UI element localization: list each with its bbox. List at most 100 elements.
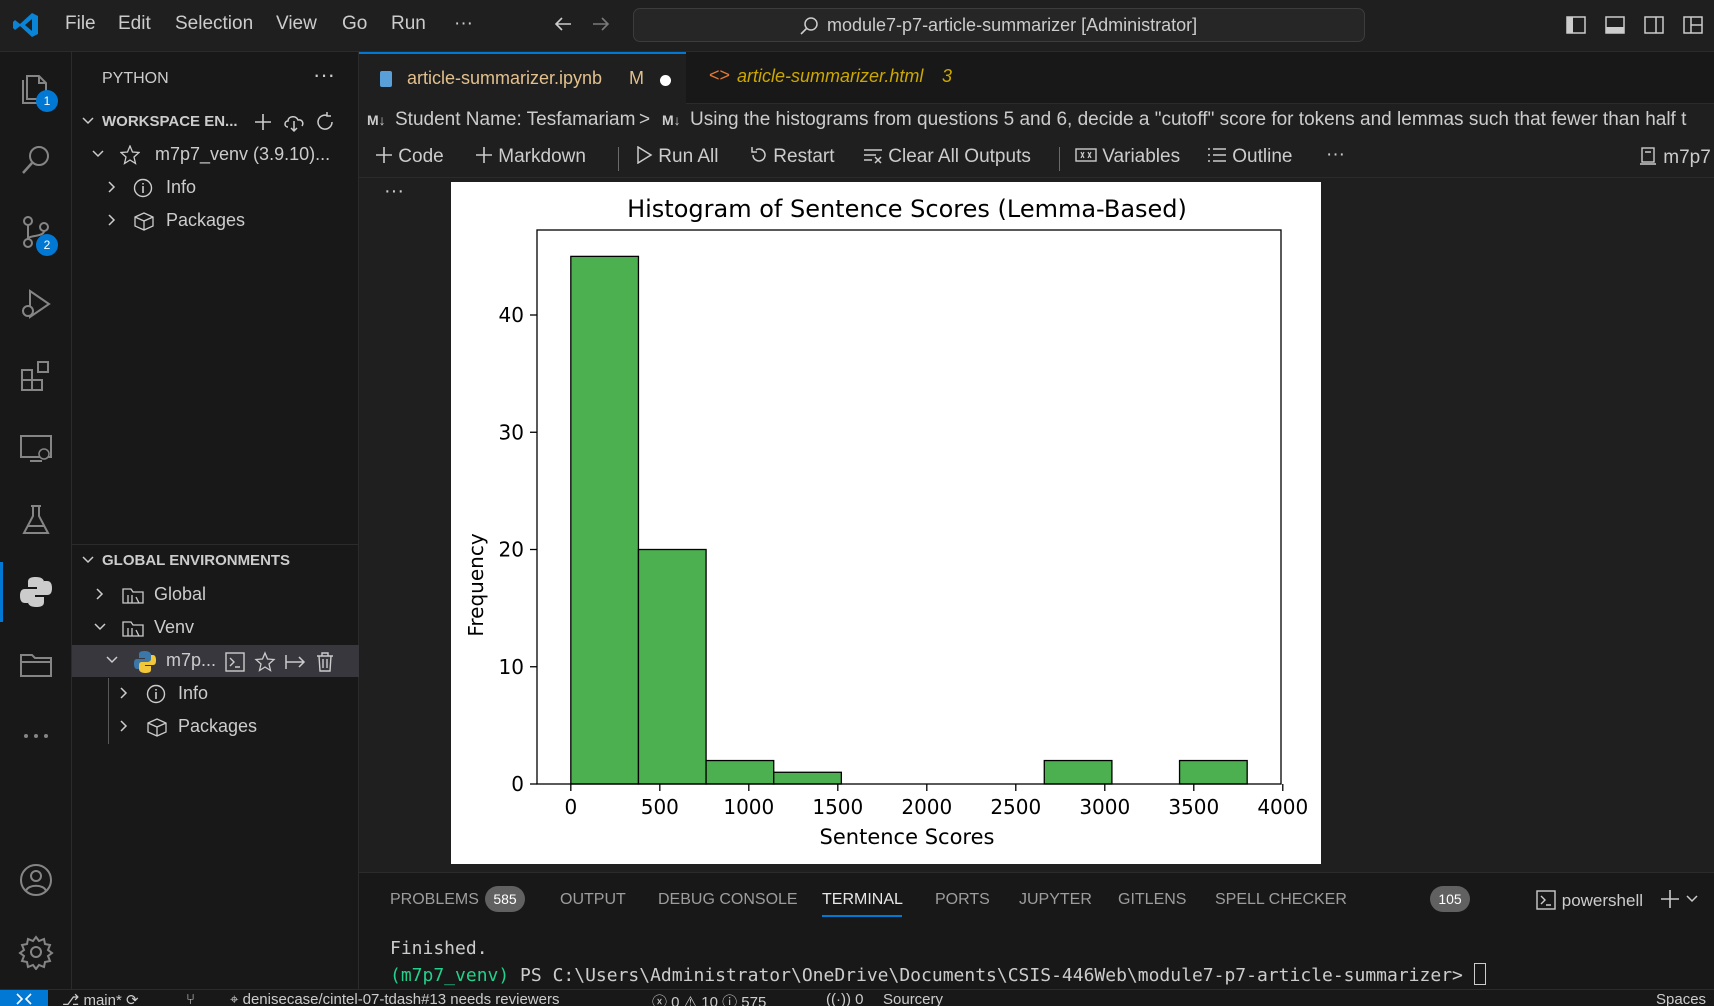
workspace-environments-header[interactable]: WORKSPACE EN... [72,106,359,138]
branch-indicator[interactable]: ⎇ main* ⟳ [62,991,139,1006]
run-all-button[interactable]: Run All [635,145,719,168]
git-compare-icon[interactable]: ⑂ [186,991,196,1006]
tab-html[interactable]: <> article-summarizer.html 3 [687,52,987,104]
panel-tab-gitlens[interactable]: GITLENS [1118,891,1187,908]
cell-output-more-icon[interactable]: ··· [384,180,404,202]
back-arrow-icon[interactable] [551,12,575,39]
breadcrumb-item-question[interactable]: Using the histograms from questions 5 an… [690,109,1687,130]
panel-tab-terminal[interactable]: TERMINAL [822,891,903,908]
explorer-icon[interactable]: 1 [0,52,72,124]
panel-tab-spell-checker[interactable]: SPELL CHECKER [1215,891,1347,908]
kernel-picker[interactable]: m7p7 [1638,146,1711,169]
accounts-icon[interactable] [0,844,72,916]
y-tick-label: 10 [499,655,524,679]
customize-layout-icon[interactable] [1682,14,1704,39]
refresh-icon[interactable] [314,111,336,133]
testing-flask-icon[interactable] [0,484,72,556]
global-environments-header[interactable]: GLOBAL ENVIRONMENTS [72,545,359,577]
add-code-button[interactable]: Code [375,146,444,168]
toggle-panel-icon[interactable] [1604,14,1626,39]
panel-tab-problems[interactable]: PROBLEMS [390,891,479,908]
add-icon[interactable] [252,111,274,133]
spell-checker-count-badge: 105 [1430,886,1470,912]
indentation-indicator[interactable]: Spaces [1656,991,1707,1006]
menu-edit[interactable]: Edit [118,13,151,34]
chevron-down-icon [92,150,104,158]
workspace-info-item[interactable]: Info [72,172,359,204]
histogram-bar [570,255,640,785]
library-icon [122,621,144,637]
panel-tab-jupyter[interactable]: JUPYTER [1019,891,1092,908]
tab-modified-marker: M [629,68,644,88]
run-icon [637,145,653,165]
outline-button[interactable]: Outline [1207,146,1292,168]
source-control-icon[interactable]: 2 [0,196,72,268]
restart-icon [751,147,766,162]
panel-tab-output[interactable]: OUTPUT [560,891,626,908]
workspace-packages-item[interactable]: Packages [72,205,359,237]
workspace-env-item[interactable]: m7p7_venv (3.9.10)... [72,139,359,171]
manage-gear-icon[interactable] [0,916,72,988]
menu-go[interactable]: Go [342,13,368,34]
remote-explorer-icon[interactable] [0,412,72,484]
ports-count: 0 [855,991,864,1006]
toggle-secondary-sidebar-icon[interactable] [1643,14,1665,39]
sidebar-more-icon[interactable]: ··· [313,62,335,87]
search-view-icon[interactable] [0,124,72,196]
terminal-prompt-line[interactable]: (m7p7_venv) PS C:\Users\Administrator\On… [390,963,1486,986]
venv-info-label: Info [178,683,209,703]
run-debug-icon[interactable] [0,268,72,340]
menu-file[interactable]: File [65,13,96,34]
command-center-search[interactable]: module7-p7-article-summarizer [Administr… [633,8,1365,42]
cloud-download-icon[interactable] [282,111,306,133]
new-terminal-plus-icon[interactable] [1659,888,1681,910]
menu-view[interactable]: View [276,13,317,34]
menu-more[interactable]: ··· [454,13,473,34]
panel-tab-ports[interactable]: PORTS [935,891,990,908]
toggle-sidebar-icon[interactable] [1565,14,1587,39]
unsaved-dot-icon[interactable] [660,75,671,86]
add-markdown-button[interactable]: Markdown [475,146,586,168]
x-tick-label: 3000 [1079,795,1130,819]
x-axis-label: Sentence Scores [820,825,995,849]
extensions-icon[interactable] [0,340,72,412]
terminal-shell-selector[interactable]: powershell [1535,889,1643,911]
menu-run[interactable]: Run [391,13,426,34]
terminal-icon[interactable] [224,651,246,673]
toolbar-more-icon[interactable]: ··· [1326,144,1345,165]
global-item[interactable]: Global [72,579,359,611]
histogram-bar [705,759,775,785]
search-icon [799,16,819,39]
project-manager-icon[interactable] [0,628,72,700]
chevron-down-icon[interactable] [1685,892,1699,906]
vscode-logo-icon [12,11,40,39]
clear-outputs-button[interactable]: Clear All Outputs [863,146,1031,168]
terminal-output-line: Finished. [390,938,488,959]
pull-request-indicator[interactable]: ⌖ denisecase/cintel-07-tdash#13 needs re… [230,991,560,1006]
tab-html-label: article-summarizer.html [737,66,924,86]
star-icon[interactable] [254,651,276,673]
breadcrumb-item-student[interactable]: Student Name: Tesfamariam [395,109,636,130]
restart-button[interactable]: Restart [750,146,835,168]
more-views-icon[interactable] [0,700,72,772]
remote-indicator[interactable] [0,990,48,1006]
venv-info-item[interactable]: Info [72,678,359,710]
venv-packages-item[interactable]: Packages [72,711,359,743]
ports-indicator[interactable]: ((·)) 0 [826,991,864,1006]
run-all-label: Run All [658,146,719,167]
tab-notebook[interactable]: article-summarizer.ipynb M [359,52,686,104]
terminal-prompt-text: PS C:\Users\Administrator\OneDrive\Docum… [509,965,1474,986]
forward-arrow-icon[interactable] [589,12,613,39]
histogram-bar [773,771,843,785]
venv-item[interactable]: Venv [72,612,359,644]
python-icon[interactable] [0,556,72,628]
panel-tab-debug-console[interactable]: DEBUG CONSOLE [658,891,798,908]
problems-indicator[interactable]: ⓧ 0 ⚠ 10 ⓘ 575 [652,994,767,1006]
sourcery-indicator[interactable]: Sourcery [883,991,944,1006]
trash-icon[interactable] [315,651,335,673]
set-active-arrow-icon[interactable] [283,651,307,673]
menu-selection[interactable]: Selection [175,13,254,34]
variables-button[interactable]: Variables [1075,146,1180,168]
tab-notebook-label: article-summarizer.ipynb [407,68,603,88]
venv-env-item[interactable]: m7p... [72,645,359,677]
